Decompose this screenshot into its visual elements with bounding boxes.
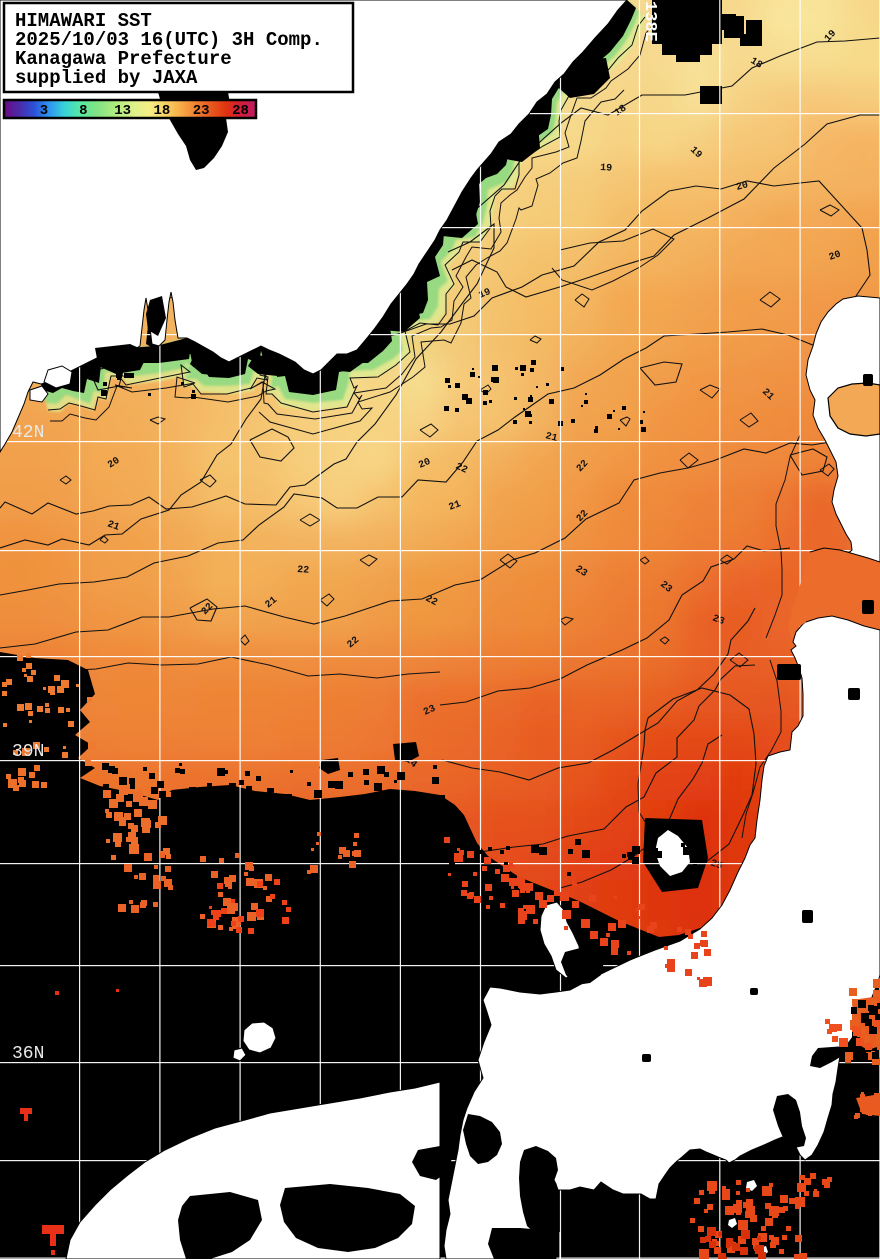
svg-text:18: 18 [153,103,170,119]
svg-text:36N: 36N [12,1044,44,1064]
svg-text:HIMAWARI SST: HIMAWARI SST [15,10,152,32]
svg-text:8: 8 [79,103,87,119]
svg-text:21: 21 [447,499,462,514]
svg-text:2025/10/03 16(UTC) 3H Comp.: 2025/10/03 16(UTC) 3H Comp. [15,29,323,51]
svg-text:23: 23 [422,704,438,719]
svg-text:20: 20 [417,457,432,472]
svg-text:23: 23 [711,613,726,628]
svg-text:supplied by JAXA: supplied by JAXA [15,67,198,89]
svg-text:39N: 39N [12,742,44,762]
svg-text:28: 28 [232,103,249,119]
svg-text:23: 23 [193,103,210,119]
svg-text:Kanagawa Prefecture: Kanagawa Prefecture [15,48,232,70]
svg-text:18: 18 [748,56,764,72]
svg-text:22: 22 [453,462,469,477]
svg-text:23: 23 [573,564,589,580]
svg-text:20: 20 [106,456,122,472]
svg-text:21: 21 [106,519,121,533]
svg-text:19: 19 [477,287,492,302]
svg-text:13: 13 [114,103,131,119]
svg-text:3: 3 [40,103,48,119]
svg-text:20: 20 [735,180,749,194]
svg-text:138E: 138E [640,1,659,42]
svg-text:22: 22 [423,594,439,609]
svg-text:22: 22 [297,565,310,577]
svg-text:20: 20 [828,249,843,263]
svg-text:42N: 42N [12,423,44,443]
svg-text:19: 19 [600,163,613,175]
